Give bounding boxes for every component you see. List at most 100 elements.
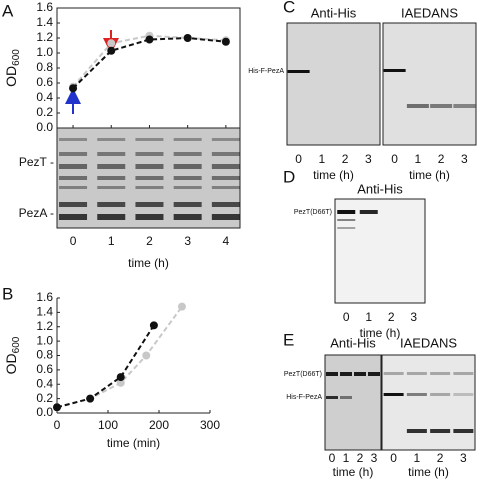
gel-band [406,429,427,433]
y-tick-label: 0.6 [36,75,53,89]
data-point [177,302,186,311]
y-tick-label: 0.0 [36,405,53,419]
lane-label: 3 [461,152,468,166]
gel-band [135,176,164,180]
gel-band [211,164,240,169]
y-axis-label-sub: 600 [11,336,22,353]
y-tick-label: 0.4 [36,90,53,104]
gel-band [135,202,164,207]
lane-label: 1 [415,152,422,166]
series-line [56,324,155,409]
data-point [142,351,151,360]
lane-label: 0 [329,451,336,465]
gel-band [135,152,164,156]
gel [381,354,476,451]
x-tick-label: 1 [108,234,115,248]
x-tick-label: 300 [200,418,220,432]
gel-band [173,164,202,169]
gel-band [453,393,474,396]
series-line [72,36,226,89]
gel-band [453,429,474,433]
y-tick-label: 1.0 [36,333,53,347]
gel-band [211,176,240,180]
x-axis-label: time (h) [360,326,401,340]
gel-band [211,138,240,141]
gel-band [173,214,202,220]
gel-band [354,372,366,376]
x-tick-label: 200 [149,418,169,432]
gel-title: Anti-His [311,5,357,20]
gel-band [453,104,476,108]
x-axis-label: time (h) [333,465,374,479]
panel-label: A [2,1,14,20]
data-point [221,37,230,46]
y-axis-label: OD600 [3,336,22,374]
gel-band [97,176,126,180]
lane-label: 2 [438,152,445,166]
gel-band [453,372,474,375]
band-label: PezT(D66T) [284,371,322,378]
gel-band [287,70,310,73]
data-point [69,84,78,93]
gel-band [211,202,240,207]
gel-band [97,202,126,207]
x-tick-label: 4 [223,234,230,248]
x-tick-label: 0 [54,418,61,432]
gel [286,22,381,146]
data-point [53,403,61,412]
gel-band [359,210,378,214]
lane-label: 0 [390,451,397,465]
gel-band [337,210,356,214]
lane-label: 1 [343,451,350,465]
y-tick-label: 1.6 [36,0,53,14]
y-axis-label-main: OD [3,353,19,374]
x-axis-label: time (min) [107,436,160,450]
gel-band [59,152,88,156]
gel-band [97,164,126,169]
y-axis-label-sub: 600 [11,49,22,66]
gel-band [59,214,88,220]
y-axis-label-main: OD [3,66,19,87]
band-label: His-F-PezA [286,394,322,401]
panel-label: B [2,284,13,303]
y-tick-label: 1.2 [36,319,53,333]
y-axis-label: OD600 [3,49,22,87]
data-point [116,373,125,382]
gel-title: Anti-His [330,335,376,350]
gel-band [383,372,404,375]
data-point [183,34,192,42]
y-tick-label: 1.0 [36,45,53,59]
gel [382,22,477,146]
gel-band [326,372,338,376]
lane-label: 0 [343,310,350,324]
x-axis-label: time (h) [408,465,449,479]
gel-band [368,372,380,376]
gel-band [97,152,126,156]
x-tick-label: 2 [146,234,153,248]
gel-band [430,393,451,396]
series-line [56,306,183,409]
gel-title: IAEDANS [400,335,457,350]
band-label: His-F-PezA [248,68,284,75]
gel-band [135,164,164,169]
gel-band [135,138,164,141]
gel-band [97,186,126,189]
x-tick-label: 0 [70,234,77,248]
x-axis-label: time (h) [313,168,354,182]
y-tick-label: 0.0 [36,120,53,134]
data-point [149,321,158,330]
data-point [116,378,125,387]
y-tick-label: 0.8 [36,60,53,74]
x-axis-label: time (h) [409,168,450,182]
gel-band [59,186,88,189]
y-tick-label: 1.4 [36,15,53,29]
gel-band [59,164,88,169]
gel-band [59,202,88,207]
y-tick-label: 0.2 [36,391,53,405]
lane-label: 3 [371,451,378,465]
data-point [145,35,154,44]
y-tick-label: 0.4 [36,376,53,390]
gel-band [406,104,429,108]
gel-band [383,69,406,72]
